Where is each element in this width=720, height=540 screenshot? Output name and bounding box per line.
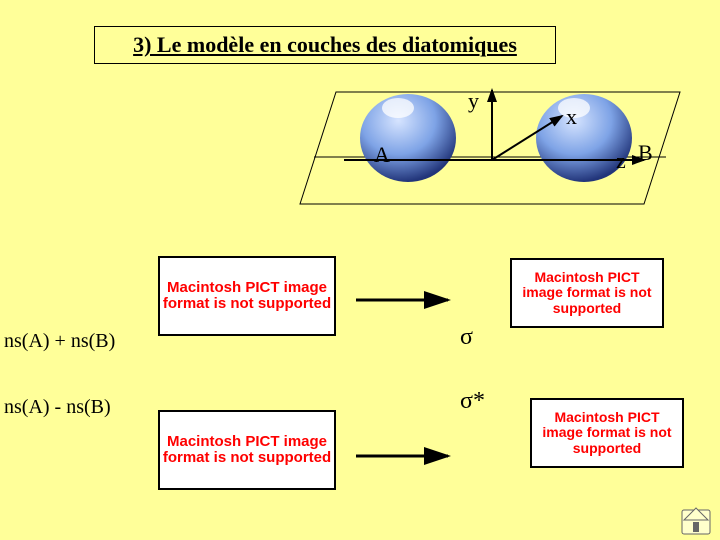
pict-placeholder-top-left: Macintosh PICT image format is not suppo… [158,256,336,336]
sigma-label: σ [460,324,473,351]
pict-placeholder-top-right: Macintosh PICT image format is not suppo… [510,258,664,328]
z-axis-label: z [616,148,626,174]
orbital-combo-plus: ns(A) + ns(B) [4,330,115,353]
atom-a-label: A [374,142,390,168]
sigma-star-label: σ* [460,388,485,415]
x-axis-label: x [566,104,577,130]
pict-placeholder-bottom-left: Macintosh PICT image format is not suppo… [158,410,336,490]
section-title-text: 3) Le modèle en couches des diatomiques [133,32,517,57]
section-title: 3) Le modèle en couches des diatomiques [94,26,556,64]
pict-placeholder-bottom-right: Macintosh PICT image format is not suppo… [530,398,684,468]
orbital-combo-minus: ns(A) - ns(B) [4,396,111,419]
home-icon[interactable] [682,508,710,534]
atom-b-label: B [638,140,653,166]
y-axis-label: y [468,88,479,114]
